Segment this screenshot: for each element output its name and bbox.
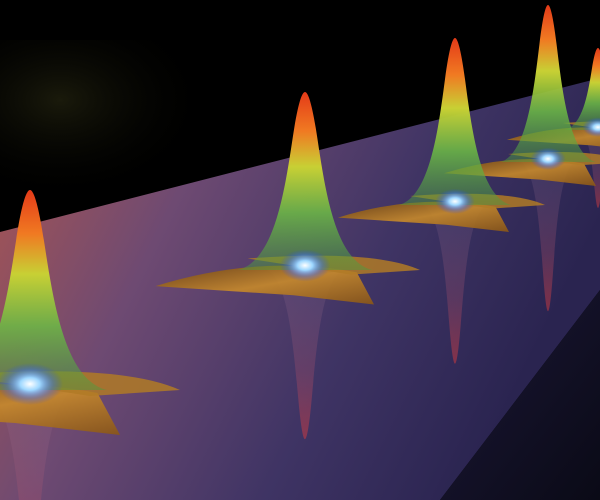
peak <box>237 92 373 270</box>
glow <box>279 249 331 282</box>
glow <box>0 363 63 405</box>
peak <box>0 190 107 390</box>
reflection <box>578 130 600 208</box>
reflection <box>423 205 487 364</box>
glow <box>435 188 475 214</box>
peak <box>500 5 596 162</box>
peak <box>399 38 511 205</box>
peaks <box>0 5 600 500</box>
slab-side <box>440 290 600 500</box>
reflection <box>520 162 576 312</box>
glow <box>530 147 566 170</box>
peak <box>564 48 600 130</box>
reflection <box>266 270 344 440</box>
glow <box>582 117 600 137</box>
